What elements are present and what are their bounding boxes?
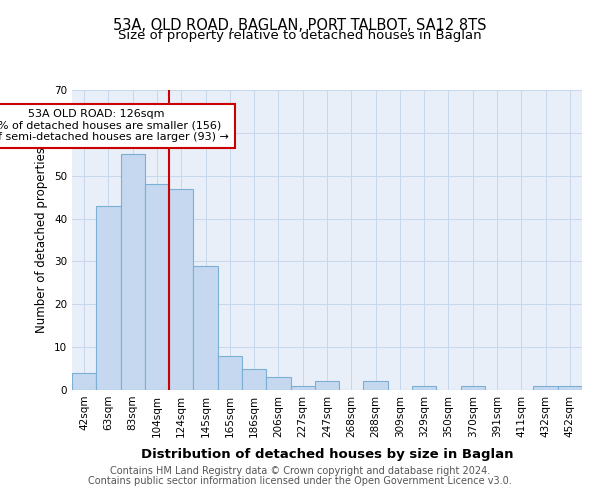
Text: Contains public sector information licensed under the Open Government Licence v3: Contains public sector information licen… [88,476,512,486]
Bar [96,206,121,390]
Bar [145,184,169,390]
Bar [315,382,339,390]
Bar [266,377,290,390]
X-axis label: Distribution of detached houses by size in Baglan: Distribution of detached houses by size … [141,448,513,461]
Bar [412,386,436,390]
Bar [533,386,558,390]
Bar [290,386,315,390]
Text: Size of property relative to detached houses in Baglan: Size of property relative to detached ho… [118,29,482,42]
Bar [72,373,96,390]
Bar [121,154,145,390]
Bar [193,266,218,390]
Y-axis label: Number of detached properties: Number of detached properties [35,147,49,333]
Text: 53A, OLD ROAD, BAGLAN, PORT TALBOT, SA12 8TS: 53A, OLD ROAD, BAGLAN, PORT TALBOT, SA12… [113,18,487,32]
Bar [242,368,266,390]
Bar [558,386,582,390]
Bar [218,356,242,390]
Bar [461,386,485,390]
Text: 53A OLD ROAD: 126sqm
← 63% of detached houses are smaller (156)
37% of semi-deta: 53A OLD ROAD: 126sqm ← 63% of detached h… [0,110,229,142]
Bar [169,188,193,390]
Text: Contains HM Land Registry data © Crown copyright and database right 2024.: Contains HM Land Registry data © Crown c… [110,466,490,476]
Bar [364,382,388,390]
